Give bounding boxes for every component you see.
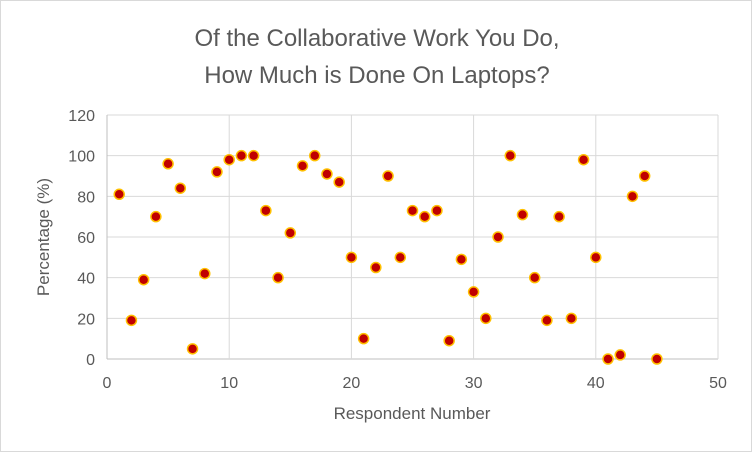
scatter-point xyxy=(455,253,468,266)
scatter-point xyxy=(651,353,663,365)
scatter-point xyxy=(308,149,321,162)
data-points xyxy=(113,149,663,365)
scatter-point xyxy=(162,158,174,170)
scatter-point xyxy=(492,231,504,243)
scatter-point xyxy=(333,176,345,188)
scatter-point xyxy=(370,261,382,274)
tick-labels: 0 20 40 60 80 100 120 0 10 20 30 40 50 xyxy=(68,108,727,392)
scatter-point xyxy=(113,188,125,201)
scatter-point xyxy=(602,353,614,365)
scatter-point xyxy=(394,251,407,264)
x-tick-label: 50 xyxy=(709,375,727,392)
y-tick-label: 60 xyxy=(77,230,95,247)
scatter-point xyxy=(480,312,492,325)
scatter-point xyxy=(260,204,272,217)
x-tick-label: 10 xyxy=(220,375,238,392)
scatter-point xyxy=(125,314,138,327)
x-tick-label: 20 xyxy=(343,375,361,392)
scatter-point xyxy=(223,153,235,166)
scatter-point xyxy=(137,273,150,286)
scatter-point xyxy=(614,349,626,361)
x-tick-label: 40 xyxy=(587,375,605,392)
scatter-point xyxy=(504,149,517,162)
scatter-point xyxy=(357,332,370,345)
gridlines xyxy=(106,114,719,360)
y-tick-label: 40 xyxy=(77,271,95,288)
x-axis-title: Respondent Number xyxy=(334,404,491,423)
scatter-point xyxy=(565,312,578,325)
scatter-point xyxy=(443,334,455,347)
scatter-point xyxy=(296,160,309,172)
scatter-point xyxy=(321,168,333,180)
y-tick-label: 120 xyxy=(68,108,95,125)
scatter-point xyxy=(553,210,565,223)
y-tick-label: 0 xyxy=(86,352,95,369)
scatter-point xyxy=(174,182,187,194)
scatter-point xyxy=(272,271,284,284)
chart-title-line-2: How Much is Done On Laptops? xyxy=(204,62,550,89)
y-tick-label: 80 xyxy=(77,189,95,206)
scatter-point xyxy=(211,166,223,178)
scatter-point xyxy=(284,227,297,239)
scatter-point xyxy=(406,204,419,217)
scatter-point xyxy=(626,190,639,203)
y-axis-title: Percentage (%) xyxy=(34,178,53,296)
scatter-point xyxy=(467,286,480,298)
scatter-point xyxy=(235,149,248,162)
x-tick-label: 30 xyxy=(465,375,483,392)
scatter-point xyxy=(638,170,651,182)
scatter-point xyxy=(541,314,553,327)
scatter-point xyxy=(199,267,211,280)
scatter-point xyxy=(345,251,358,264)
scatter-point xyxy=(577,153,590,166)
scatter-point xyxy=(418,210,431,223)
y-tick-label: 100 xyxy=(68,149,95,166)
scatter-point xyxy=(516,208,529,221)
chart-title-line-1: Of the Collaborative Work You Do, xyxy=(194,25,559,52)
scatter-point xyxy=(150,210,162,223)
x-tick-label: 0 xyxy=(103,375,112,392)
scatter-point xyxy=(186,343,199,355)
scatter-point xyxy=(590,251,602,264)
scatter-point xyxy=(382,170,394,182)
y-tick-label: 20 xyxy=(77,311,95,328)
scatter-point xyxy=(431,204,443,217)
scatter-point xyxy=(528,271,541,284)
scatter-point xyxy=(247,149,260,162)
